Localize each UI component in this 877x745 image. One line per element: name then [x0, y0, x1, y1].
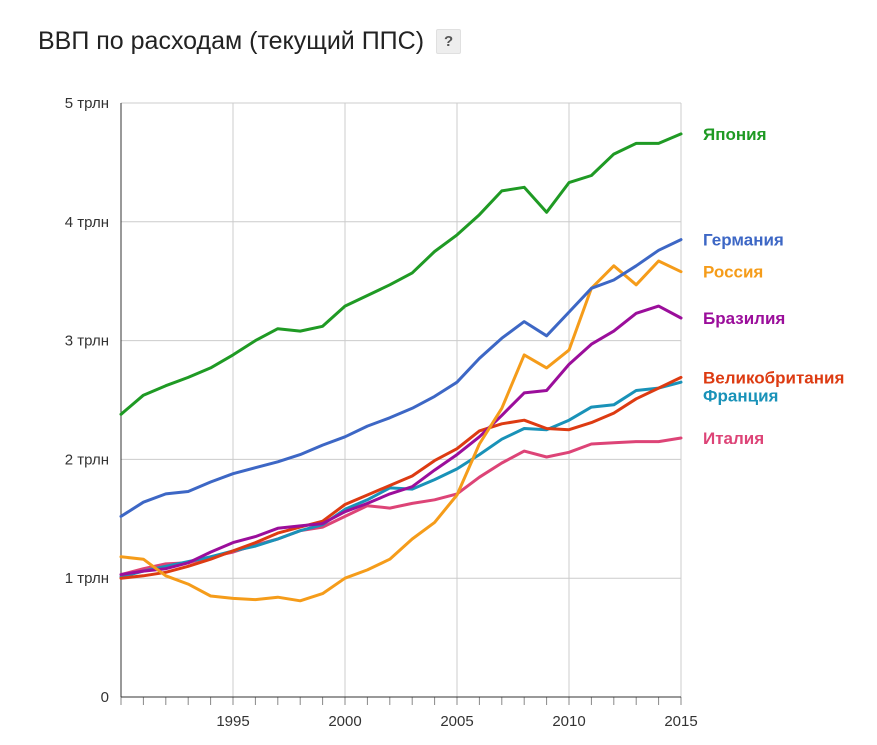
series-line: [119, 380, 683, 579]
series-line: [119, 238, 683, 518]
x-tick-label: 1995: [216, 713, 249, 730]
chart-title-row: ВВП по расходам (текущий ППС) ?: [38, 27, 462, 56]
series-label: Германия: [703, 231, 784, 250]
y-tick-label: 5 трлн: [65, 95, 109, 112]
series-line: [119, 375, 683, 580]
y-tick-label: 2 трлн: [65, 451, 109, 468]
series-label: Япония: [703, 125, 767, 144]
y-tick-label: 4 трлн: [65, 214, 109, 231]
series-label: Бразилия: [703, 309, 785, 328]
y-tick-label: 0: [101, 689, 109, 706]
series-label: Италия: [703, 429, 764, 448]
series-line: [119, 304, 683, 577]
series-line: [119, 259, 683, 603]
help-button[interactable]: ?: [436, 29, 462, 54]
series-label: Франция: [703, 386, 778, 405]
y-tick-label: 3 трлн: [65, 333, 109, 350]
x-tick-label: 2005: [440, 713, 473, 730]
y-tick-label: 1 трлн: [65, 570, 109, 587]
x-tick-label: 2015: [664, 713, 697, 730]
chart-title: ВВП по расходам (текущий ППС): [38, 27, 425, 55]
series-line: [119, 132, 683, 416]
x-tick-label: 2000: [328, 713, 361, 730]
series-label: Великобритания: [703, 368, 844, 387]
series-label: Россия: [703, 263, 763, 282]
x-tick-label: 2010: [552, 713, 585, 730]
